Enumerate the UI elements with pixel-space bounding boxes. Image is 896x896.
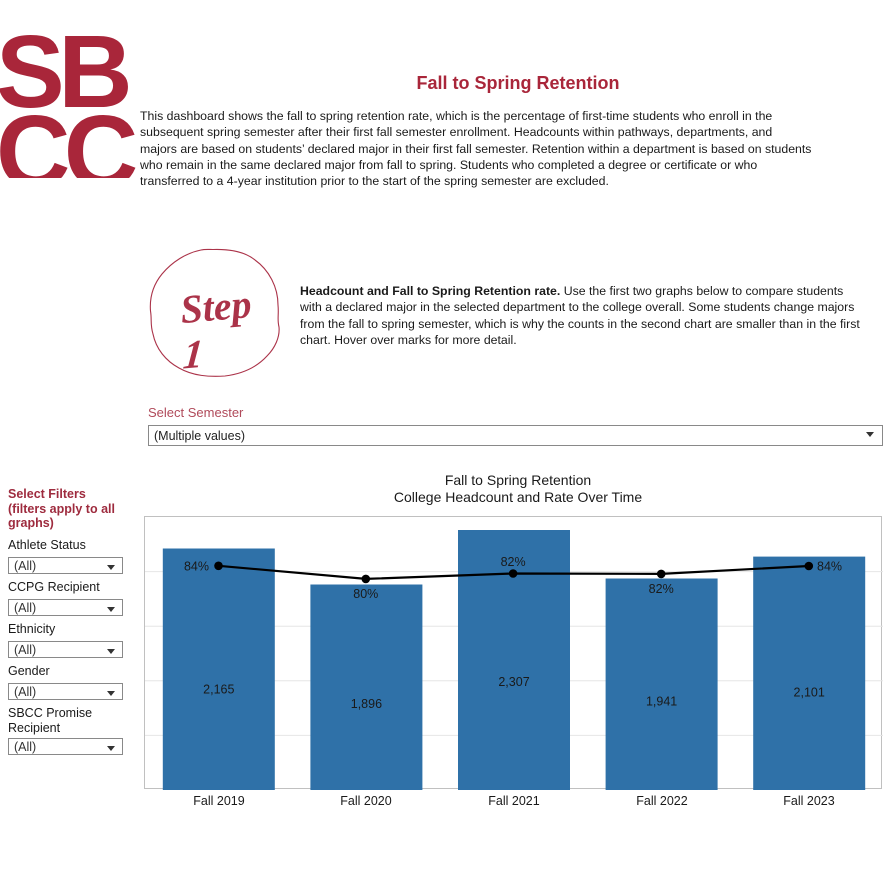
svg-text:1,896: 1,896 [351, 697, 382, 711]
svg-text:2,101: 2,101 [794, 686, 825, 700]
svg-text:1,941: 1,941 [646, 694, 677, 708]
svg-text:Step: Step [178, 281, 253, 332]
svg-text:CC: CC [0, 94, 136, 178]
svg-text:82%: 82% [649, 582, 674, 596]
svg-text:84%: 84% [817, 560, 842, 574]
svg-text:2,165: 2,165 [203, 682, 234, 696]
svg-text:84%: 84% [184, 560, 209, 574]
svg-text:80%: 80% [353, 587, 378, 601]
svg-text:2,307: 2,307 [498, 675, 529, 689]
svg-text:1: 1 [181, 331, 205, 378]
svg-text:82%: 82% [501, 555, 526, 569]
